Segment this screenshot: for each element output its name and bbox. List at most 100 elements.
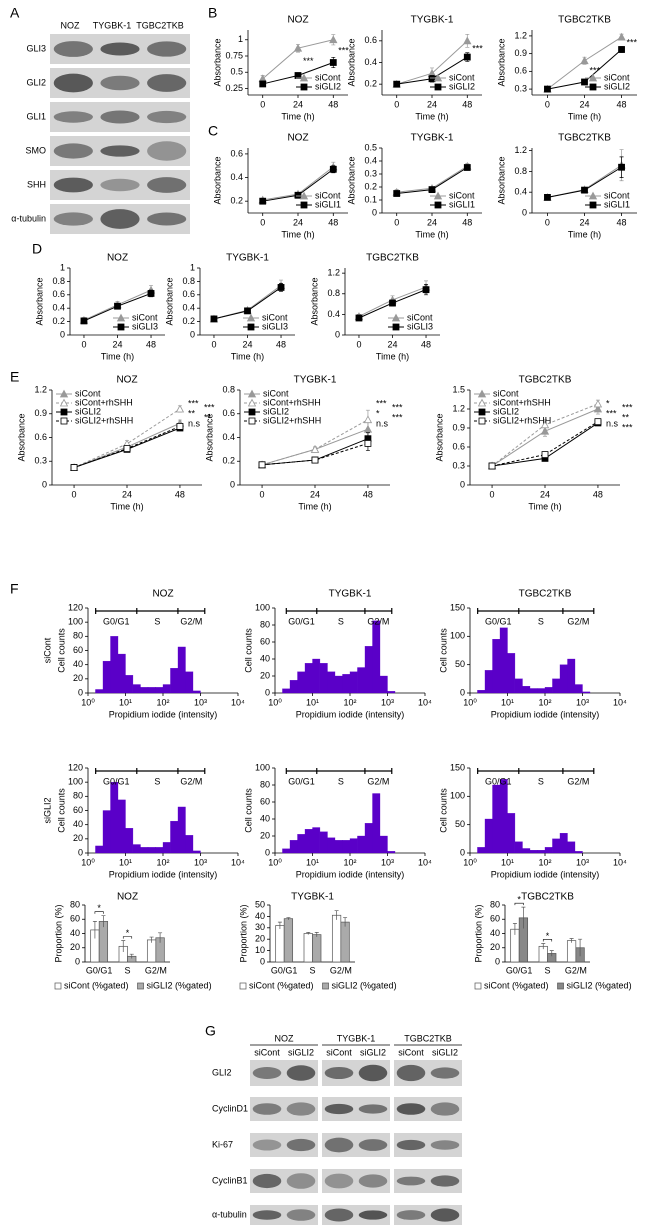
blot-band xyxy=(396,1064,426,1082)
legend-label: siGLI3 xyxy=(262,321,288,331)
x-axis-label: Propidium iodide (intensity) xyxy=(491,869,600,879)
marker xyxy=(392,323,400,331)
y-axis-label: Absorbance xyxy=(434,413,444,461)
blot-group-label: TGBC2TKB xyxy=(404,1033,452,1043)
chart-title: NOZ xyxy=(287,133,308,144)
x-tick-label: 10⁴ xyxy=(231,857,245,867)
x-tick-label: 48 xyxy=(617,99,627,109)
y-tick-label: 80 xyxy=(490,899,500,909)
x-tick-label: 10⁰ xyxy=(81,857,95,867)
x-tick-label: 10² xyxy=(156,697,169,707)
significance: *** xyxy=(303,56,314,66)
phase-label: G0/G1 xyxy=(288,776,315,786)
y-axis-label: Cell counts xyxy=(56,788,66,833)
y-axis-label: Absorbance xyxy=(164,277,174,325)
x-axis-label: Time (h) xyxy=(568,229,601,239)
x-tick-label: 0 xyxy=(394,217,399,227)
histogram-bar xyxy=(177,806,186,854)
legend-label: siGLI2 xyxy=(493,406,519,416)
blot-band xyxy=(252,1067,282,1079)
marker xyxy=(434,201,442,209)
blot-band xyxy=(53,111,93,123)
marker xyxy=(310,445,320,453)
y-tick-label: 0.9 xyxy=(34,408,47,418)
error-bar xyxy=(512,923,517,935)
histogram-bar xyxy=(327,671,336,694)
histogram-bar xyxy=(529,688,538,694)
histogram-bar xyxy=(192,850,201,854)
x-tick-label: 24 xyxy=(427,99,437,109)
marker xyxy=(589,201,597,209)
chart-title: TYGBK-1 xyxy=(226,253,269,264)
x-tick-label: 10² xyxy=(538,697,551,707)
histogram-bar xyxy=(514,678,523,694)
blot-band xyxy=(324,1137,354,1153)
x-tick-label: 10² xyxy=(538,857,551,867)
y-tick-label: 0.8 xyxy=(327,288,340,298)
blot-band xyxy=(53,212,93,226)
marker xyxy=(311,456,319,464)
histogram-bar xyxy=(567,841,576,854)
marker xyxy=(588,191,598,200)
x-tick-label: S xyxy=(544,965,550,975)
chart-title: TYGBK-1 xyxy=(294,375,337,386)
marker xyxy=(300,201,308,209)
marker xyxy=(540,426,550,435)
marker xyxy=(389,299,396,307)
significance-bracket xyxy=(542,939,553,942)
histogram-bar xyxy=(140,687,149,694)
x-tick-label: 10² xyxy=(343,697,356,707)
chart-title: TGBC2TKB xyxy=(519,589,572,600)
y-axis-label: Absorbance xyxy=(496,156,506,204)
histogram-bar xyxy=(582,691,591,694)
marker xyxy=(544,85,551,93)
blot-band xyxy=(100,209,140,229)
y-tick-label: 40 xyxy=(73,819,83,829)
histogram-bar xyxy=(499,627,508,694)
x-tick-label: 10⁰ xyxy=(81,697,95,707)
marker xyxy=(117,323,125,331)
bar xyxy=(566,940,577,963)
blot-band xyxy=(252,1139,282,1151)
y-tick-label: 1 xyxy=(190,262,195,272)
x-tick-label: 10⁴ xyxy=(418,697,432,707)
blot-band xyxy=(252,1210,282,1220)
significance-bracket xyxy=(94,911,104,914)
y-tick-label: 80 xyxy=(73,791,83,801)
blot-band xyxy=(324,1103,354,1115)
marker xyxy=(247,398,257,407)
x-tick-label: 0 xyxy=(545,217,550,227)
blot-band xyxy=(147,110,187,124)
y-tick-label: 0.6 xyxy=(514,66,527,76)
y-tick-label: 0.4 xyxy=(182,303,195,313)
histogram-bar xyxy=(477,847,486,854)
error-bar xyxy=(121,940,126,953)
chart-title: NOZ xyxy=(107,253,128,264)
y-tick-label: 1.2 xyxy=(452,403,465,413)
histogram-bar xyxy=(537,688,546,694)
x-tick-label: 48 xyxy=(617,217,627,227)
x-tick-label: 24 xyxy=(427,217,437,227)
blot-band xyxy=(430,1140,460,1150)
y-tick-label: 0 xyxy=(495,956,500,966)
significance: *** xyxy=(472,43,483,53)
legend-label: siCont+rhSHH xyxy=(493,397,551,407)
x-tick-label: 0 xyxy=(260,489,265,499)
y-tick-label: 150 xyxy=(450,602,465,612)
x-tick-label: 48 xyxy=(462,217,472,227)
marker xyxy=(364,440,372,447)
x-axis-label: Propidium iodide (intensity) xyxy=(109,709,218,719)
histogram-bar xyxy=(379,675,388,694)
blot-band xyxy=(100,110,140,124)
chart-title: NOZ xyxy=(116,375,137,386)
y-tick-label: 60 xyxy=(260,796,270,806)
annotation: *** xyxy=(392,413,403,423)
blot-band xyxy=(358,1174,388,1188)
x-tick-label: 10¹ xyxy=(119,857,132,867)
y-axis-label: Cell counts xyxy=(243,628,253,673)
histogram-bar xyxy=(162,842,171,854)
y-tick-label: 80 xyxy=(70,899,80,909)
blot-band xyxy=(430,1067,460,1079)
histogram-bar xyxy=(117,653,126,694)
y-tick-label: 60 xyxy=(70,914,80,924)
